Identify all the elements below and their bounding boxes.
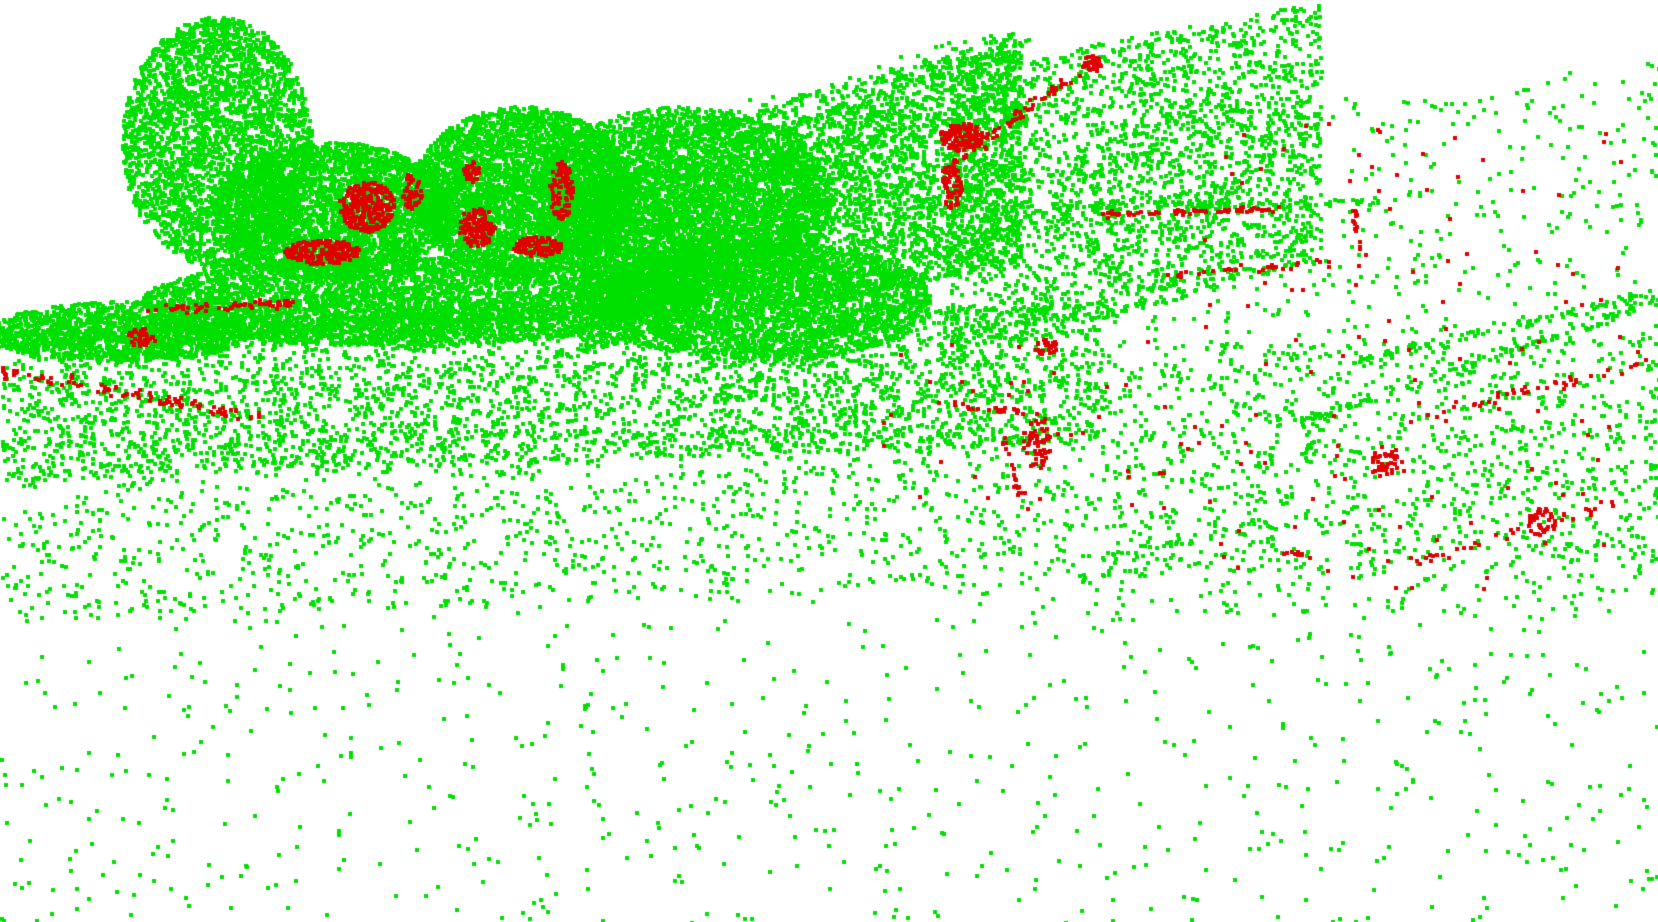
point-cloud-canvas[interactable] — [0, 0, 1658, 922]
point-cloud-viewport[interactable] — [0, 0, 1658, 922]
